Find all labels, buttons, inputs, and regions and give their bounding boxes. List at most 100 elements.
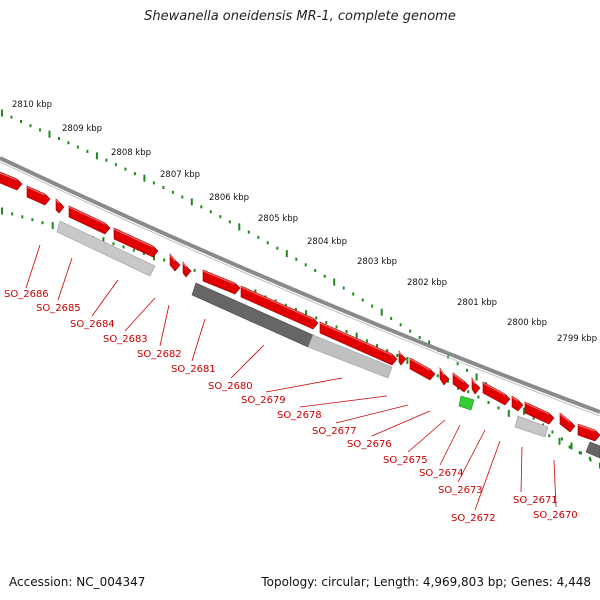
inner-tick (153, 253, 155, 261)
gene-highlight (113, 228, 154, 248)
scale-tick (238, 223, 241, 231)
gene-label[interactable]: SO_2680 (208, 381, 253, 392)
gene-label[interactable]: SO_2674 (419, 468, 464, 479)
inner-tick (1, 207, 3, 215)
gene-highlight (182, 262, 187, 268)
gene-label-leader (230, 344, 265, 379)
gene-label[interactable]: SO_2682 (137, 349, 182, 360)
scale-tick (29, 124, 32, 128)
scale-tick (10, 115, 13, 119)
forward-gene[interactable] (319, 321, 398, 366)
gene-label[interactable]: SO_2677 (312, 426, 357, 437)
gene-label[interactable]: SO_2672 (451, 513, 496, 524)
gene-label[interactable]: SO_2671 (513, 495, 558, 506)
gene-label-leader (520, 446, 523, 493)
scale-tick (589, 458, 592, 462)
scale-tick (39, 128, 41, 132)
forward-gene[interactable] (113, 227, 159, 258)
dark-feature-2670[interactable] (585, 441, 600, 459)
gene-highlight (439, 368, 445, 376)
inner-tick (406, 357, 409, 364)
scale-tick (371, 304, 374, 308)
gene-label-leader (335, 404, 409, 424)
gray-feature-2680[interactable] (307, 334, 393, 379)
scale-tick (304, 263, 307, 267)
forward-gene[interactable] (511, 395, 524, 412)
gene-label[interactable]: SO_2681 (171, 364, 216, 375)
scale-tick (352, 292, 355, 296)
genome-title: Shewanella oneidensis MR-1, complete gen… (144, 9, 456, 24)
scale-labels: 2810 kbp 2809 kbp 2808 kbp 2807 kbp 2806 kbp… (12, 100, 597, 344)
gene-label[interactable]: SO_2670 (533, 510, 578, 521)
scale-tick (76, 145, 79, 149)
gray-feature-2685[interactable] (56, 220, 156, 277)
gene-label[interactable]: SO_2678 (277, 410, 322, 421)
gene-label-leader (57, 257, 73, 301)
scale-tick (171, 190, 174, 194)
gene-label[interactable]: SO_2686 (4, 289, 49, 300)
scale-tick (48, 130, 51, 138)
forward-gene[interactable] (0, 171, 23, 191)
forward-gene[interactable] (409, 357, 436, 381)
scale-label: 2800 kbp (507, 318, 547, 328)
scale-tick (399, 323, 402, 327)
rna-gene-marker[interactable] (458, 395, 475, 411)
scale-tick (162, 186, 165, 189)
forward-gene[interactable] (577, 423, 600, 442)
gene-label[interactable]: SO_2685 (36, 303, 81, 314)
scale-tick (1, 109, 3, 117)
scale-tick (152, 181, 155, 185)
scale-tick (219, 215, 222, 219)
forward-gene[interactable] (482, 381, 511, 406)
inner-tick (112, 242, 115, 246)
gene-labels: SO_2686 SO_2685 SO_2684 SO_2683 SO_2682 SO_26… (4, 244, 578, 524)
gene-highlight (559, 413, 571, 423)
scale-tick (143, 174, 146, 182)
scale-tick (361, 298, 364, 302)
scale-tick (532, 416, 535, 420)
gene-highlight (0, 172, 18, 181)
gene-label-leader (25, 244, 41, 289)
gene-label-leader (474, 440, 501, 511)
scale-tick (561, 437, 563, 441)
gene-label[interactable]: SO_2675 (383, 455, 428, 466)
gene-highlight (55, 199, 60, 204)
gene-highlight (202, 270, 236, 285)
inner-tick (102, 237, 105, 245)
gene-label[interactable]: SO_2676 (347, 439, 392, 450)
gene-label[interactable]: SO_2684 (70, 319, 115, 330)
inner-tick (447, 379, 449, 383)
forward-gene[interactable] (240, 285, 319, 330)
scale-tick (551, 430, 554, 434)
inner-tick (315, 316, 318, 320)
inner-tick (497, 406, 500, 410)
inner-tick (11, 212, 14, 216)
gene-highlight (577, 424, 596, 432)
scale-tick (523, 407, 526, 415)
gene-highlight (26, 186, 46, 196)
inner-tick (335, 325, 338, 329)
gene-label[interactable]: SO_2683 (103, 334, 148, 345)
gene-highlight (319, 322, 393, 356)
forward-gene[interactable] (452, 372, 470, 393)
inner-tick (274, 299, 277, 303)
gene-highlight (409, 358, 431, 371)
inner-tick (132, 248, 135, 252)
forward-gene[interactable] (524, 401, 555, 425)
gray-feature-2671[interactable] (514, 415, 549, 438)
gene-label-leader (124, 297, 156, 332)
inner-tick (305, 310, 308, 318)
scale-label: 2799 kbp (557, 334, 597, 344)
forward-gene[interactable] (26, 185, 51, 206)
scale-tick (209, 210, 212, 214)
scale-tick (580, 451, 582, 455)
forward-gene[interactable] (202, 269, 241, 295)
gene-label[interactable]: SO_2679 (241, 395, 286, 406)
inner-tick (376, 344, 378, 348)
inner-tick (365, 339, 368, 343)
gene-label[interactable]: SO_2673 (438, 485, 483, 496)
forward-gene[interactable] (68, 205, 111, 235)
inner-tick (386, 349, 389, 353)
scale-tick (114, 163, 117, 167)
gene-label-leader (91, 279, 119, 317)
